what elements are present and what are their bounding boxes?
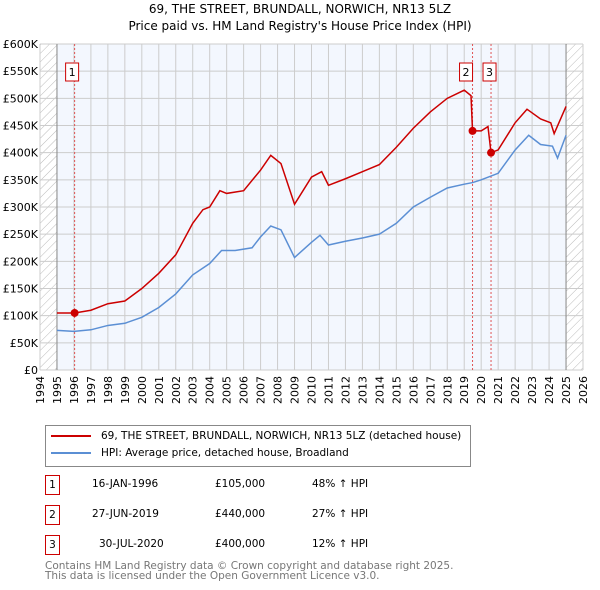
x-tick-label: 2014 [373,376,386,404]
sale-hpi-diff: 27% ↑ HPI [312,508,369,520]
x-tick-label: 2015 [390,376,403,404]
x-tick-label: 2022 [509,376,522,404]
y-tick-label: £350K [3,174,39,187]
x-tick-label: 1998 [102,376,115,404]
plot-area: 1994 1995 1996 1997 1998 1999 2000 2001 2002 2003… [3,38,590,404]
y-tick-label: £250K [3,228,39,241]
x-tick-label: 2017 [424,376,437,404]
chart-title: 69, THE STREET, BRUNDALL, NORWICH, NR13 … [148,2,452,16]
y-tick-label: £150K [3,283,39,296]
x-tick-label: 1996 [68,376,81,404]
x-tick-label: 2021 [492,376,505,404]
x-tick-label: 2020 [475,376,488,404]
x-tick-label: 2011 [322,376,335,404]
x-tick-label: 2019 [458,376,471,404]
sale-row: 1 16-JAN-1996 £105,000 48% ↑ HPI [45,475,465,495]
x-tick-label: 2005 [221,376,234,404]
y-tick-label: £200K [3,255,39,268]
y-tick-label: £0 [24,364,38,377]
sale-label-box [459,62,474,82]
legend: 69, THE STREET, BRUNDALL, NORWICH, NR13 … [45,425,471,467]
legend-label-hpi: HPI: Average price, detached house, Broa… [101,447,349,459]
x-tick-label: 2009 [289,376,302,404]
y-tick-label: £400K [3,147,39,160]
sale-point [468,126,477,135]
sale-row: 3 30-JUL-2020 £400,000 12% ↑ HPI [45,535,465,555]
x-tick-label: 2025 [560,376,573,404]
y-tick-label: £100K [3,310,39,323]
sale-date: 16-JAN-1996 [92,478,159,490]
x-tick-label: 2008 [272,376,285,404]
sale-label: 3 [486,66,493,79]
footer-line-2: This data is licensed under the Open Gov… [45,570,380,582]
sale-date: 30-JUL-2020 [99,538,164,550]
sale-point [487,148,496,157]
sale-price: £105,000 [215,478,266,490]
x-tick-label: 1997 [85,376,98,404]
sale-label: 1 [69,66,76,79]
sale-hpi-diff: 48% ↑ HPI [312,478,369,490]
x-tick-label: 1994 [34,376,47,404]
sale-row: 2 27-JUN-2019 £440,000 27% ↑ HPI [45,505,465,525]
y-tick-label: £300K [3,201,39,214]
x-tick-label: 2018 [441,376,454,404]
sale-label-box [65,62,80,82]
footer-line-1: Contains HM Land Registry data © Crown c… [45,560,454,572]
legend-line-property [51,435,91,437]
x-tick-label: 2010 [306,376,319,404]
y-tick-label: £500K [3,92,39,105]
legend-line-hpi [51,452,91,454]
sale-number: 2 [45,505,60,525]
x-tick-label: 1995 [51,376,64,404]
x-tick-label: 2006 [238,376,251,404]
x-tick-label: 2016 [407,376,420,404]
sale-point [70,308,79,317]
footer: Contains HM Land Registry data © Crown c… [45,560,454,582]
x-tick-label: 2024 [543,376,556,404]
x-tick-label: 2013 [356,376,369,404]
x-tick-label: 2001 [153,376,166,404]
x-tick-label: 2004 [204,376,217,404]
legend-label-property: 69, THE STREET, BRUNDALL, NORWICH, NR13 … [101,430,462,442]
sale-price: £400,000 [215,538,266,550]
y-tick-label: £600K [3,38,39,51]
sale-hpi-diff: 12% ↑ HPI [312,538,369,550]
y-tick-label: £550K [3,65,39,78]
x-tick-label: 2012 [339,376,352,404]
chart-subtitle: Price paid vs. HM Land Registry's House … [128,19,472,33]
x-tick-label: 2023 [526,376,539,404]
sale-price: £440,000 [215,508,266,520]
x-tick-label: 2026 [577,376,590,404]
hpi-line [56,134,567,333]
sale-number: 3 [45,535,60,555]
sale-number: 1 [45,475,60,495]
sale-label-box [482,62,497,82]
x-tick-label: 2002 [170,376,183,404]
sale-date: 27-JUN-2019 [92,508,159,520]
sale-label: 2 [463,66,470,79]
y-tick-label: £450K [3,120,39,133]
y-tick-label: £50K [10,337,39,350]
x-tick-label: 2000 [136,376,149,404]
x-tick-label: 2003 [187,376,200,404]
x-tick-label: 1999 [119,376,132,404]
x-tick-label: 2007 [255,376,268,404]
